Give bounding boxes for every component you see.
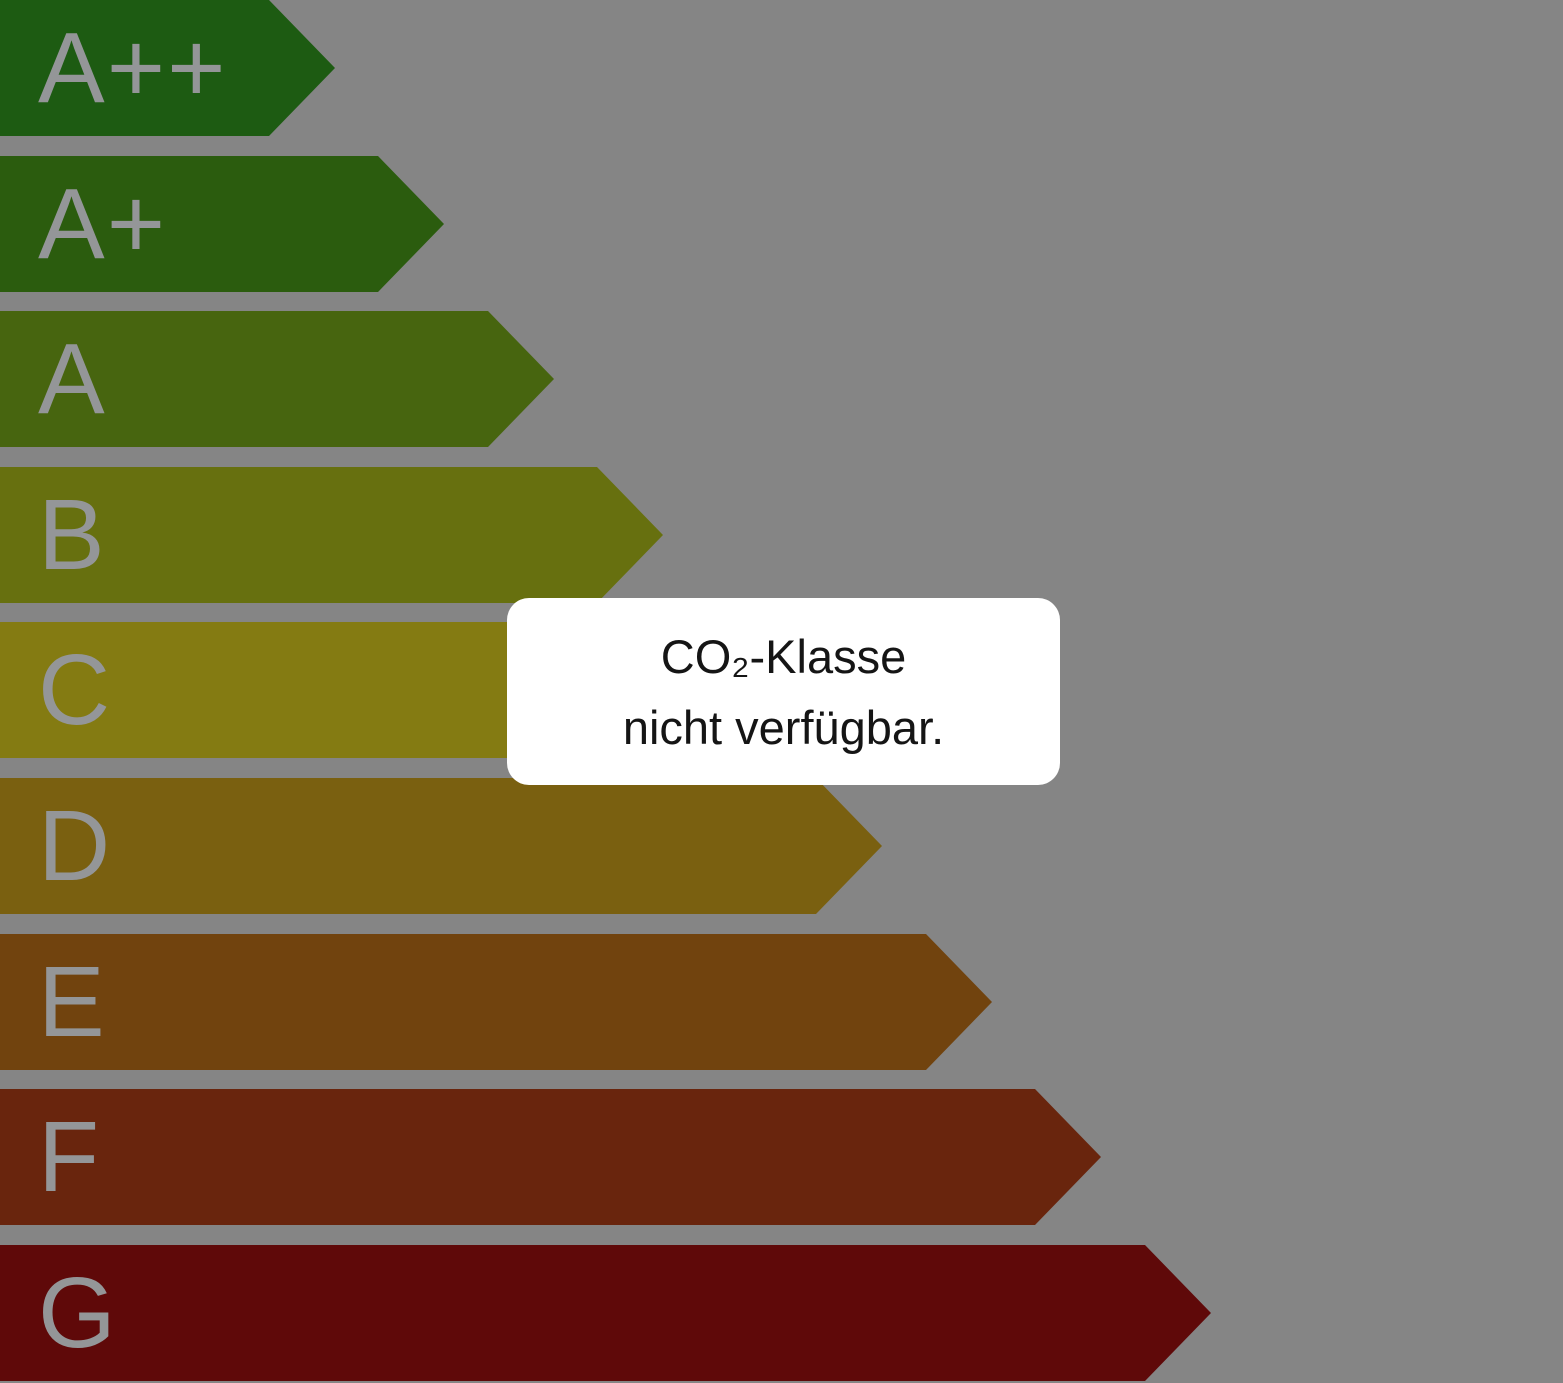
rating-bar-label: A xyxy=(38,323,107,435)
rating-bar-a-plus-plus: A++ xyxy=(0,0,335,136)
rating-bar-g: G xyxy=(0,1245,1211,1381)
rating-bar-label: D xyxy=(38,790,113,902)
rating-bar-label: A+ xyxy=(38,168,168,280)
rating-bar-a: A xyxy=(0,311,554,447)
rating-bar-b: B xyxy=(0,467,663,603)
rating-bar-a-plus: A+ xyxy=(0,156,444,292)
rating-bar-f: F xyxy=(0,1089,1101,1225)
rating-bar-label: A++ xyxy=(38,12,228,124)
rating-bar-d: D xyxy=(0,778,882,914)
rating-bar-label: G xyxy=(38,1257,118,1369)
rating-bar-e: E xyxy=(0,934,992,1070)
co2-unavailable-card: CO₂-Klasse nicht verfügbar. xyxy=(507,598,1060,785)
co2-unavailable-line1: CO₂-Klasse xyxy=(660,629,907,683)
rating-bar-label: E xyxy=(38,946,107,1058)
rating-bar-label: B xyxy=(38,479,107,591)
rating-bar-label: F xyxy=(38,1101,102,1213)
co2-unavailable-line2: nicht verfügbar. xyxy=(622,700,945,754)
rating-bar-label: C xyxy=(38,634,113,746)
